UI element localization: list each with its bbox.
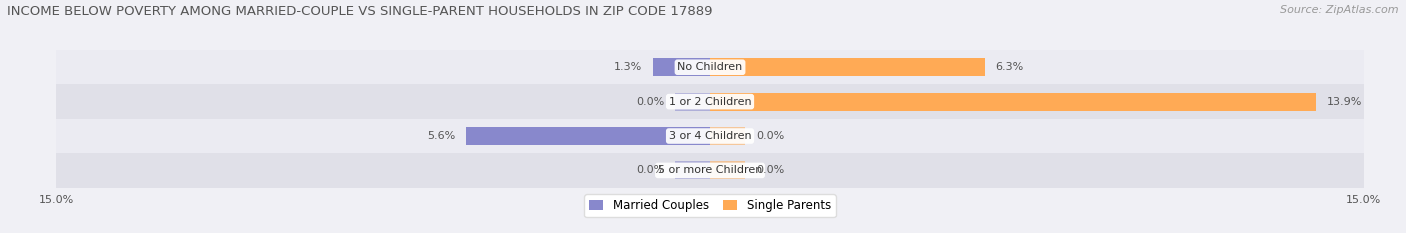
Bar [56, 119, 1364, 153]
Text: 0.0%: 0.0% [756, 165, 785, 175]
Bar [56, 153, 1364, 188]
Bar [710, 161, 745, 179]
Bar [56, 50, 1364, 84]
Bar [654, 58, 710, 76]
Bar [675, 93, 710, 111]
Text: No Children: No Children [678, 62, 742, 72]
Text: Source: ZipAtlas.com: Source: ZipAtlas.com [1281, 5, 1399, 15]
Text: 13.9%: 13.9% [1327, 97, 1362, 107]
Bar [710, 93, 1316, 111]
Bar [56, 84, 1364, 119]
Text: 5.6%: 5.6% [427, 131, 456, 141]
Text: 1 or 2 Children: 1 or 2 Children [669, 97, 751, 107]
Bar [710, 127, 745, 145]
Text: 5 or more Children: 5 or more Children [658, 165, 762, 175]
Bar [675, 161, 710, 179]
Text: 1.3%: 1.3% [614, 62, 643, 72]
Text: 3 or 4 Children: 3 or 4 Children [669, 131, 751, 141]
Legend: Married Couples, Single Parents: Married Couples, Single Parents [585, 195, 835, 217]
Text: 6.3%: 6.3% [995, 62, 1024, 72]
Text: 0.0%: 0.0% [636, 97, 664, 107]
Text: 0.0%: 0.0% [756, 131, 785, 141]
Bar [465, 127, 710, 145]
Text: INCOME BELOW POVERTY AMONG MARRIED-COUPLE VS SINGLE-PARENT HOUSEHOLDS IN ZIP COD: INCOME BELOW POVERTY AMONG MARRIED-COUPL… [7, 5, 713, 18]
Bar [710, 58, 984, 76]
Text: 0.0%: 0.0% [636, 165, 664, 175]
